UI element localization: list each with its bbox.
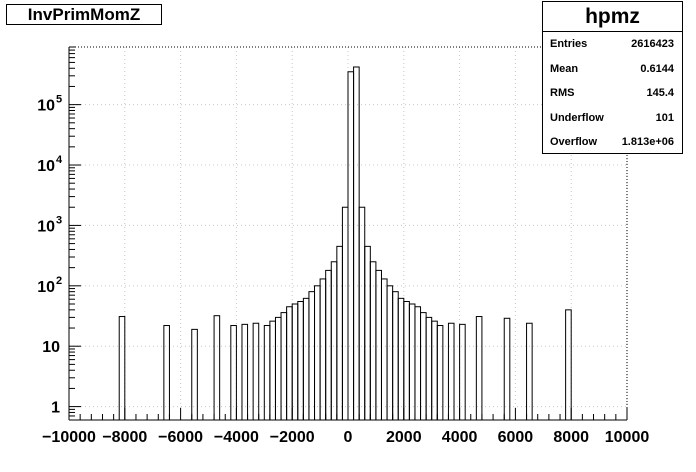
histogram-bin [274, 316, 282, 421]
x-axis-ticks: −10000 −8000 −6000 −4000 −2000 0 2000 4000 6000 8… [42, 408, 649, 446]
histogram-bin [230, 325, 237, 421]
x-tick-label: −6000 [158, 429, 203, 446]
x-tick-label: 2000 [386, 429, 422, 446]
histogram-bin [341, 206, 349, 421]
histogram-bin [286, 306, 293, 421]
histogram-bin [263, 325, 271, 421]
y-tick-label: 1 [51, 400, 60, 417]
histogram-bin [325, 269, 332, 421]
x-tick-label: 0 [344, 429, 353, 446]
histogram-bin [447, 322, 455, 421]
histogram-bin [425, 316, 433, 421]
histogram-bin [397, 297, 405, 421]
histogram-bin [364, 245, 371, 421]
y-tick-label: 10 [37, 279, 55, 296]
histogram-bin [526, 322, 533, 421]
stats-value: 2616423 [631, 38, 674, 50]
histogram-bin [403, 300, 410, 421]
histogram-bin [308, 291, 316, 421]
y-tick-label: 10 [37, 98, 55, 115]
histogram-bin [420, 312, 427, 421]
histogram-bin [436, 325, 444, 421]
histogram-bin [191, 328, 198, 421]
grid-lines [68, 47, 628, 420]
stats-row-rms: RMS 145.4 [543, 81, 682, 106]
stats-row-mean: Mean 0.6144 [543, 57, 682, 82]
y-tick-label: 10 [42, 339, 60, 356]
y-tick-label: 10 [37, 158, 55, 175]
stats-key: Entries [550, 38, 588, 50]
histogram-bin [336, 245, 343, 421]
stats-histogram-name: hpmz [543, 2, 682, 32]
y-tick-exponent: 5 [56, 94, 62, 106]
x-tick-label: 6000 [498, 429, 534, 446]
stats-box: hpmz Entries 2616423 Mean 0.6144 RMS 145… [542, 1, 683, 154]
histogram-bin [280, 312, 288, 421]
histogram-bin [431, 320, 438, 421]
histogram-bin [459, 323, 466, 421]
histogram-bin [319, 278, 327, 421]
x-tick-label: −10000 [42, 429, 96, 446]
x-tick-label: 4000 [442, 429, 478, 446]
x-tick-label: 10000 [605, 429, 650, 446]
histogram-bin [414, 306, 422, 421]
histogram-bin [314, 285, 321, 421]
x-tick-label: −4000 [214, 429, 259, 446]
stats-value: 145.4 [646, 87, 674, 100]
stats-key: Underflow [550, 111, 604, 124]
stats-value: 0.6144 [640, 62, 674, 75]
histogram-bin [358, 206, 366, 421]
histogram-bin [565, 309, 572, 421]
stats-row-overflow: Overflow 1.813e+06 [543, 130, 682, 155]
histogram-bars [118, 66, 572, 421]
histogram-bin [386, 285, 394, 421]
histogram-bin [118, 316, 126, 421]
y-tick-exponent: 3 [56, 214, 62, 226]
histogram-bin [347, 71, 355, 421]
stats-value: 1.813e+06 [621, 136, 674, 149]
histogram-bin [408, 303, 416, 421]
histogram-bin [297, 300, 304, 421]
chart-title: InvPrimMomZ [6, 4, 162, 25]
histogram-bin [291, 303, 299, 421]
y-tick-exponent: 4 [56, 154, 63, 166]
x-tick-label: −8000 [102, 429, 147, 446]
histogram-bin [330, 261, 338, 421]
histogram-bin [302, 297, 310, 421]
histogram-bin [213, 315, 221, 421]
histogram-bin [252, 322, 260, 421]
y-tick-label: 10 [37, 218, 55, 235]
stats-row-entries: Entries 2616423 [543, 32, 682, 57]
x-tick-label: −2000 [270, 429, 315, 446]
histogram-bin [353, 66, 360, 421]
y-tick-exponent: 2 [56, 275, 62, 287]
histogram-bin [163, 325, 170, 421]
stats-value: 101 [655, 111, 674, 124]
histogram-bin [475, 316, 483, 421]
histogram-bin [392, 291, 399, 421]
stats-row-underflow: Underflow 101 [543, 106, 682, 131]
stats-key: Overflow [550, 136, 598, 149]
histogram-bin [241, 323, 249, 421]
stats-key: Mean [550, 62, 579, 75]
histogram-bin [375, 269, 382, 421]
histogram-bin [503, 317, 511, 421]
x-tick-label: 8000 [553, 429, 589, 446]
histogram-bin [380, 278, 388, 421]
histogram-bin [269, 320, 276, 421]
stats-key: RMS [550, 87, 575, 100]
